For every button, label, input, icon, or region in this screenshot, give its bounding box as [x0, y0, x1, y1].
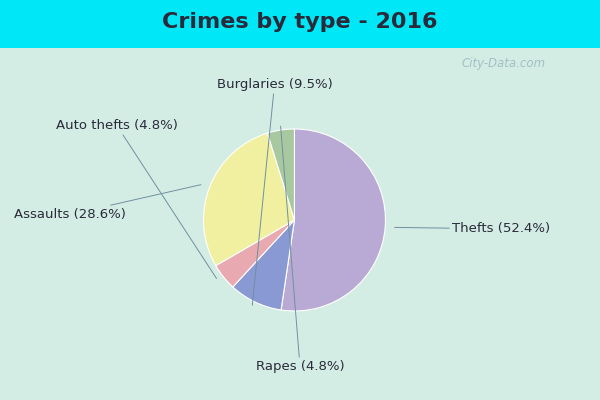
Text: City-Data.com: City-Data.com [462, 58, 546, 70]
Text: Thefts (52.4%): Thefts (52.4%) [395, 222, 550, 235]
Text: Burglaries (9.5%): Burglaries (9.5%) [217, 78, 332, 305]
Wedge shape [203, 133, 295, 266]
Text: Crimes by type - 2016: Crimes by type - 2016 [162, 12, 438, 32]
Wedge shape [268, 129, 295, 220]
Wedge shape [216, 220, 295, 287]
Text: Assaults (28.6%): Assaults (28.6%) [14, 185, 201, 221]
Wedge shape [281, 129, 385, 311]
Text: Rapes (4.8%): Rapes (4.8%) [256, 126, 344, 373]
Wedge shape [233, 220, 295, 310]
Text: Auto thefts (4.8%): Auto thefts (4.8%) [56, 119, 217, 278]
